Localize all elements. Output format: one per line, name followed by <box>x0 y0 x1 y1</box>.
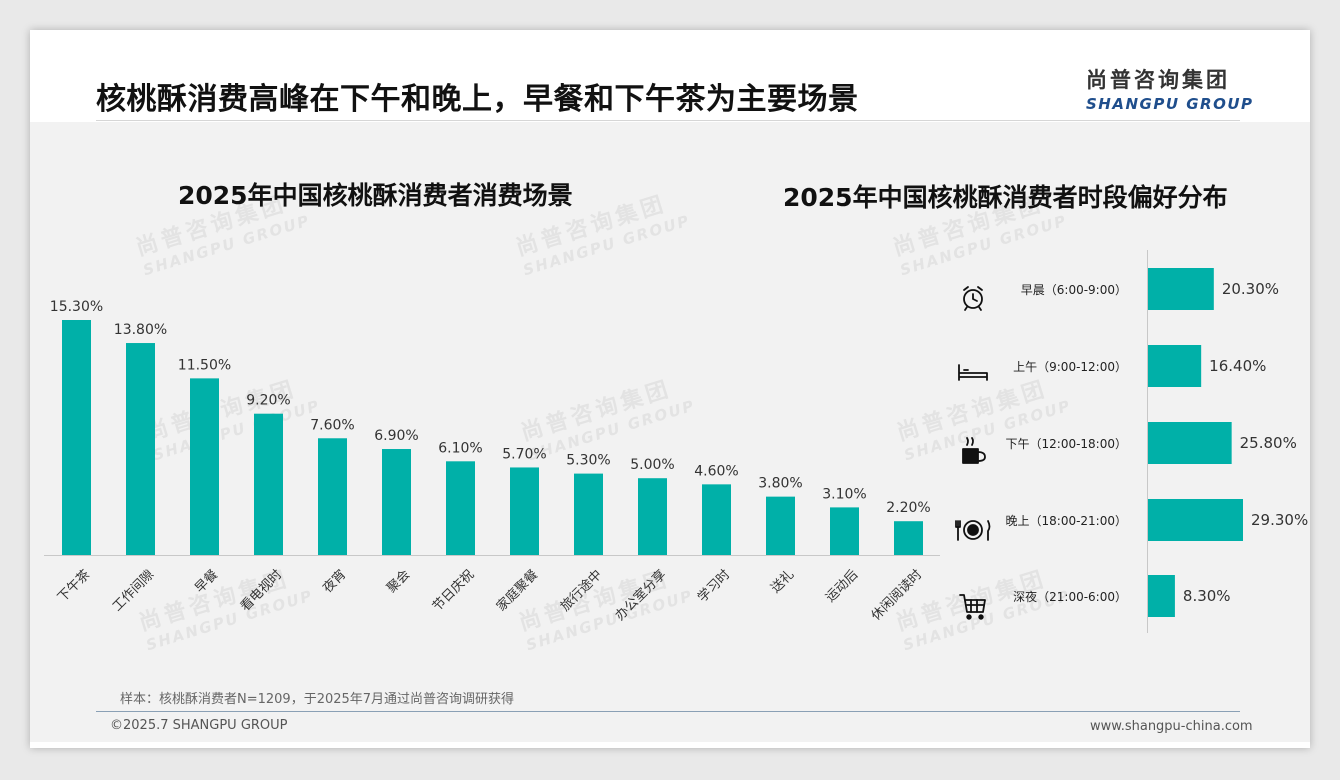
scene-category-label: 节日庆祝 <box>430 567 477 614</box>
scene-value-label: 15.30% <box>50 299 103 315</box>
scene-value-label: 6.90% <box>374 428 418 444</box>
scene-value-label: 5.30% <box>566 453 610 469</box>
scene-bar <box>702 484 731 555</box>
scene-bar <box>830 507 859 555</box>
timeslot-value-label: 29.30% <box>1251 511 1308 529</box>
scene-category-label: 工作间隙 <box>110 567 157 614</box>
scene-category-label: 夜宵 <box>320 567 350 597</box>
cart-grid <box>966 599 985 613</box>
scene-value-label: 6.10% <box>438 440 482 456</box>
timeslot-value-label: 8.30% <box>1183 587 1231 605</box>
cup-body <box>962 448 979 464</box>
timeslot-bar <box>1148 575 1175 617</box>
scene-bar <box>894 521 923 555</box>
timeslot-bar <box>1148 345 1202 387</box>
plate-cutlery-icon <box>955 520 991 541</box>
scene-value-label: 3.10% <box>822 486 866 502</box>
scene-category-label: 聚会 <box>384 567 413 596</box>
timeslot-value-label: 16.40% <box>1209 357 1266 375</box>
brand-logo: 尚普咨询集团 SHANGPU GROUP <box>1086 64 1254 113</box>
scene-value-label: 9.20% <box>246 393 290 409</box>
scene-bar <box>190 378 219 555</box>
timeslot-category-label: 下午（12:00-18:00） <box>1006 437 1128 451</box>
scene-bar <box>766 496 795 555</box>
timeslot-category-label: 早晨（6:00-9:00） <box>1021 283 1127 297</box>
scene-category-label: 送礼 <box>768 567 798 597</box>
scene-category-label: 办公室分享 <box>612 567 669 624</box>
scene-value-label: 7.60% <box>310 417 354 433</box>
charts-canvas: 15.30% 下午茶 13.80% 工作间隙 11.50% 早餐 9.20% 看电视时 7.60… <box>44 250 1308 633</box>
scene-chart-title: 2025年中国核桃酥消费者消费场景 <box>178 181 573 210</box>
sample-note: 样本：核桃酥消费者N=1209，于2025年7月通过尚普咨询调研获得 <box>120 692 515 707</box>
scene-category-label: 家庭聚餐 <box>493 567 541 615</box>
website-link[interactable]: www.shangpu-china.com <box>1090 719 1253 734</box>
fork <box>955 520 961 541</box>
scene-category-label: 旅行途中 <box>557 567 605 615</box>
timeslot-category-label: 晚上（18:00-21:00） <box>1006 514 1128 528</box>
clock-hands <box>972 293 978 302</box>
scene-bar <box>446 461 475 555</box>
timeslot-value-label: 25.80% <box>1240 434 1297 452</box>
scene-bar <box>254 413 283 555</box>
logo-text-en: SHANGPU GROUP <box>1086 95 1254 113</box>
cup-steam <box>966 437 974 446</box>
scene-value-label: 13.80% <box>114 322 167 338</box>
scene-value-label: 2.20% <box>886 500 930 516</box>
bed-frame <box>958 364 988 381</box>
scene-category-label: 运动后 <box>823 567 861 605</box>
knife <box>987 520 991 541</box>
footer-divider <box>96 711 1240 712</box>
clock-face <box>963 289 983 309</box>
cart-basket <box>959 594 986 613</box>
scene-category-label: 下午茶 <box>54 567 93 606</box>
plate-center <box>967 524 979 536</box>
page-title: 核桃酥消费高峰在下午和晚上，早餐和下午茶为主要场景 <box>96 82 859 117</box>
scene-bar <box>574 473 603 555</box>
timeslot-bar <box>1148 268 1214 310</box>
copyright-text: ©2025.7 SHANGPU GROUP <box>110 718 288 733</box>
coffee-cup-icon <box>962 437 986 464</box>
scene-bar <box>126 343 155 555</box>
scene-value-label: 4.60% <box>694 463 738 479</box>
scene-bar <box>382 449 411 555</box>
timeslot-bar <box>1148 422 1232 464</box>
scene-bar <box>510 467 539 555</box>
timeslot-chart-title: 2025年中国核桃酥消费者时段偏好分布 <box>783 183 1228 212</box>
scene-bar <box>62 320 91 555</box>
scene-value-label: 5.00% <box>630 457 674 473</box>
clock-bells <box>963 286 983 291</box>
cart-wheel <box>966 614 972 620</box>
scene-category-label: 学习时 <box>694 567 733 606</box>
scene-value-label: 5.70% <box>502 446 546 462</box>
shopping-cart-icon <box>959 594 986 620</box>
timeslot-category-label: 上午（9:00-12:00） <box>1013 360 1127 374</box>
timeslot-bar <box>1148 499 1243 541</box>
scene-category-label: 休闲阅读时 <box>869 567 926 624</box>
scene-value-label: 3.80% <box>758 476 802 492</box>
scene-category-label: 看电视时 <box>237 567 285 615</box>
scene-bar <box>638 478 667 555</box>
cart-wheel <box>978 614 984 620</box>
scene-bar <box>318 438 347 555</box>
logo-text-cn: 尚普咨询集团 <box>1086 68 1230 92</box>
scene-value-label: 11.50% <box>178 357 231 373</box>
cup-handle <box>977 451 986 462</box>
scene-category-label: 早餐 <box>192 567 222 597</box>
timeslot-category-label: 深夜（21:00-6:00） <box>1013 589 1127 604</box>
alarm-clock-icon <box>963 286 983 311</box>
bed-icon <box>958 364 988 381</box>
title-divider <box>96 120 1240 121</box>
timeslot-value-label: 20.30% <box>1222 280 1279 298</box>
plate-rim <box>963 520 983 540</box>
content-background <box>30 122 1310 742</box>
clock-feet <box>964 306 982 311</box>
